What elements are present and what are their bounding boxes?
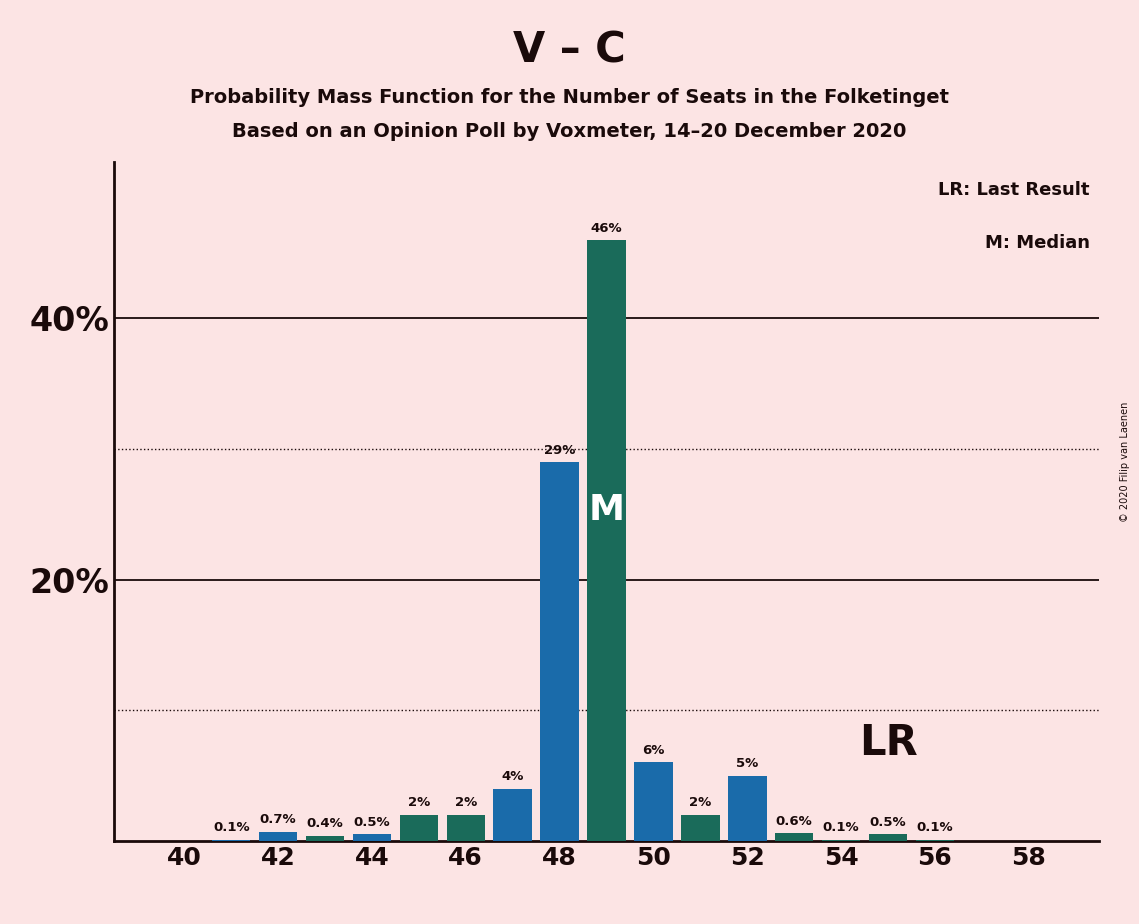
Text: 46%: 46% (591, 222, 622, 235)
Bar (446, 815, 485, 841)
Bar (353, 834, 391, 841)
Text: LR: LR (859, 722, 917, 764)
Bar (822, 840, 860, 841)
Text: M: M (589, 493, 624, 528)
Bar (212, 840, 251, 841)
Text: 2%: 2% (408, 796, 431, 809)
Text: M: Median: M: Median (985, 234, 1090, 251)
Text: Probability Mass Function for the Number of Seats in the Folketinget: Probability Mass Function for the Number… (190, 88, 949, 107)
Text: 0.5%: 0.5% (353, 816, 391, 829)
Text: 0.1%: 0.1% (213, 821, 249, 834)
Bar (305, 835, 344, 841)
Text: 0.4%: 0.4% (306, 818, 343, 831)
Text: 6%: 6% (642, 744, 665, 758)
Bar (588, 240, 625, 841)
Text: 4%: 4% (501, 771, 524, 784)
Bar (775, 833, 813, 841)
Text: LR: Last Result: LR: Last Result (939, 181, 1090, 200)
Text: V – C: V – C (514, 30, 625, 71)
Text: 2%: 2% (454, 796, 477, 809)
Text: 0.5%: 0.5% (870, 816, 907, 829)
Bar (916, 840, 954, 841)
Text: 0.1%: 0.1% (822, 821, 860, 834)
Bar (400, 815, 439, 841)
Text: 0.7%: 0.7% (260, 813, 296, 826)
Text: 0.6%: 0.6% (776, 815, 812, 828)
Text: 0.1%: 0.1% (917, 821, 953, 834)
Bar (493, 788, 532, 841)
Text: 2%: 2% (689, 796, 712, 809)
Bar (728, 775, 767, 841)
Text: 5%: 5% (736, 758, 759, 771)
Bar (540, 462, 579, 841)
Text: 29%: 29% (544, 444, 575, 456)
Bar (869, 834, 908, 841)
Bar (681, 815, 720, 841)
Text: Based on an Opinion Poll by Voxmeter, 14–20 December 2020: Based on an Opinion Poll by Voxmeter, 14… (232, 122, 907, 141)
Bar (634, 762, 673, 841)
Bar (259, 832, 297, 841)
Text: © 2020 Filip van Laenen: © 2020 Filip van Laenen (1121, 402, 1130, 522)
